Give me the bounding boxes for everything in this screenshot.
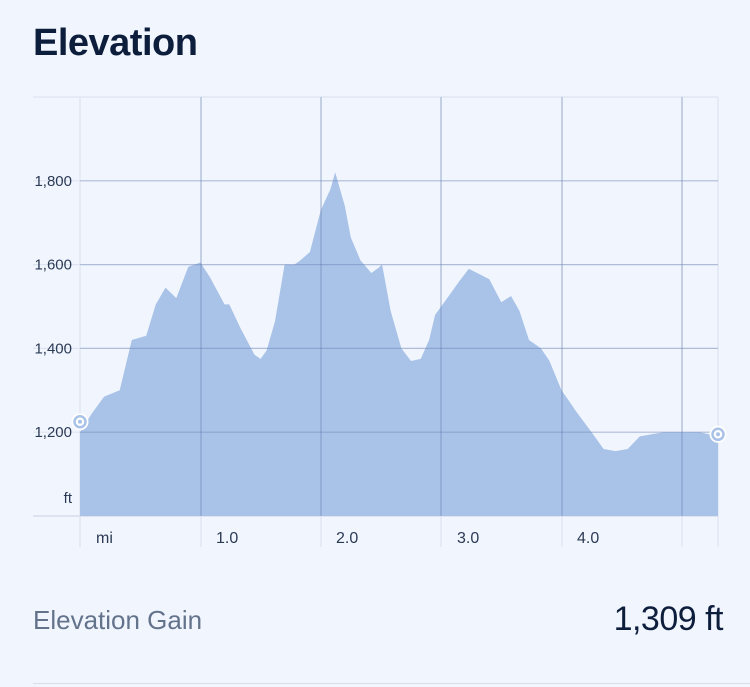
y-tick-label: 1,800 [34,173,72,190]
x-tick-label: 1.0 [216,530,238,547]
elevation-chart: 1,200 1,400 1,600 1,800 1.0 2.0 3.0 4.0 ft mi [33,96,727,547]
divider [33,683,750,684]
elevation-gain-label: Elevation Gain [33,605,203,635]
y-tick-labels: 1,200 1,400 1,600 1,800 [34,173,72,441]
marker-dot [78,419,82,424]
y-axis-unit-label: ft [64,490,73,507]
y-tick-label: 1,200 [34,424,72,441]
marker-dot [716,432,720,437]
page-title: Elevation [33,22,198,64]
x-tick-labels: 1.0 2.0 3.0 4.0 [216,530,599,547]
vertical-grid-over [80,97,718,516]
x-axis-unit-label: mi [96,530,113,547]
y-tick-label: 1,600 [34,257,72,274]
x-tick-label: 2.0 [336,530,358,547]
route-endpoints [71,413,727,443]
x-tick-label: 3.0 [457,530,479,547]
elevation-area [80,172,718,516]
y-tick-label: 1,400 [34,340,72,357]
elevation-gain-value: 1,309 ft [613,600,724,638]
x-tick-label: 4.0 [577,530,599,547]
